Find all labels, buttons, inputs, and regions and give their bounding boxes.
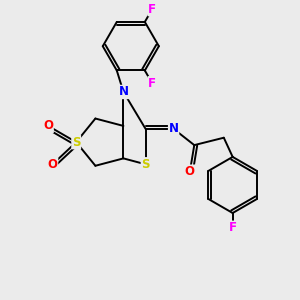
Text: F: F (148, 3, 156, 16)
Text: S: S (72, 136, 80, 148)
Text: N: N (169, 122, 178, 135)
Text: N: N (118, 85, 128, 98)
Text: O: O (185, 165, 195, 178)
Text: F: F (148, 77, 156, 90)
Text: O: O (48, 158, 58, 171)
Text: F: F (229, 221, 237, 234)
Text: S: S (141, 158, 150, 171)
Text: O: O (43, 119, 53, 132)
